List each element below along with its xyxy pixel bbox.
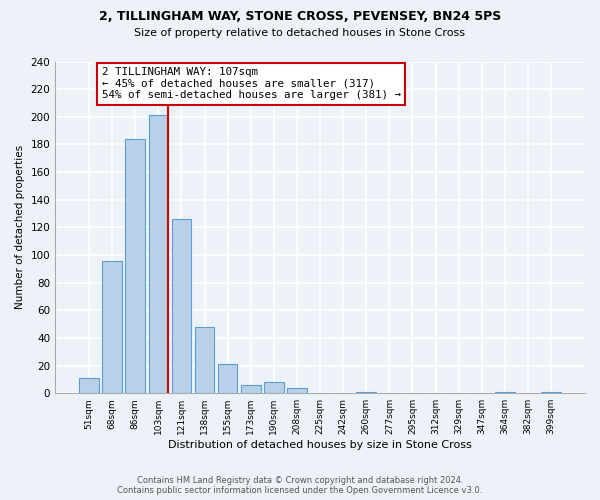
Bar: [218, 364, 238, 393]
X-axis label: Distribution of detached houses by size in Stone Cross: Distribution of detached houses by size …: [168, 440, 472, 450]
Bar: [541, 392, 561, 393]
Bar: [287, 388, 307, 393]
Text: Size of property relative to detached houses in Stone Cross: Size of property relative to detached ho…: [134, 28, 466, 38]
Bar: [264, 382, 284, 393]
Y-axis label: Number of detached properties: Number of detached properties: [15, 146, 25, 310]
Bar: [125, 139, 145, 393]
Bar: [195, 327, 214, 393]
Bar: [103, 260, 122, 393]
Bar: [149, 116, 168, 393]
Text: 2, TILLINGHAM WAY, STONE CROSS, PEVENSEY, BN24 5PS: 2, TILLINGHAM WAY, STONE CROSS, PEVENSEY…: [99, 10, 501, 23]
Text: Contains HM Land Registry data © Crown copyright and database right 2024.
Contai: Contains HM Land Registry data © Crown c…: [118, 476, 482, 495]
Bar: [241, 385, 260, 393]
Bar: [79, 378, 99, 393]
Bar: [172, 219, 191, 393]
Bar: [495, 392, 515, 393]
Text: 2 TILLINGHAM WAY: 107sqm
← 45% of detached houses are smaller (317)
54% of semi-: 2 TILLINGHAM WAY: 107sqm ← 45% of detach…: [102, 67, 401, 100]
Bar: [356, 392, 376, 393]
